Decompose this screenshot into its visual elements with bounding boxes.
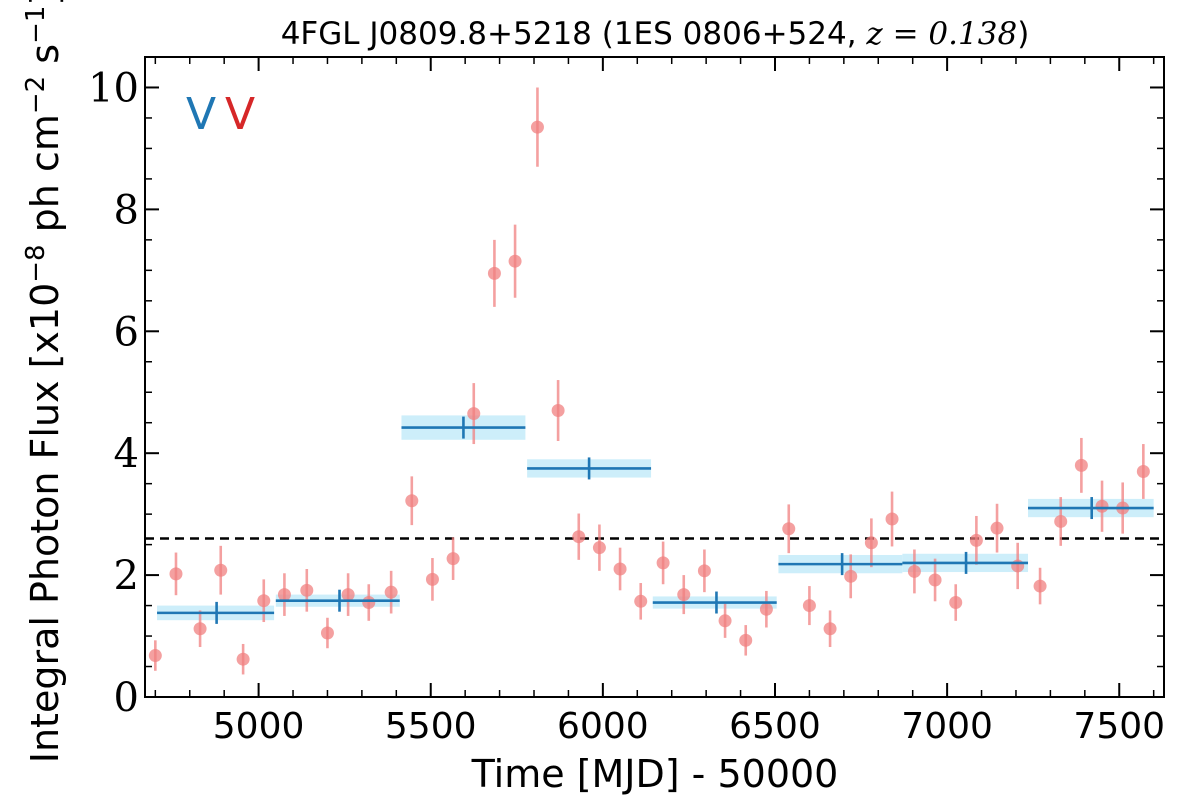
flux-point — [969, 533, 983, 547]
chart-title: 4FGL J0809.8+5218 (1ES 0806+524, z = 0.1… — [281, 16, 1030, 52]
flux-point — [677, 588, 691, 602]
y-axis-label-exp3: −1 — [21, 6, 51, 44]
y-axis-label-mid: ph cm — [23, 114, 67, 244]
flux-point — [257, 594, 271, 608]
x-axis-label: Time [MJD] - 50000 — [471, 752, 839, 796]
x-tick-label: 6000 — [557, 706, 649, 747]
y-axis-label-close: ] — [23, 0, 67, 6]
flux-point — [193, 622, 207, 636]
flux-point — [148, 649, 162, 663]
flux-point — [446, 552, 460, 566]
flux-point — [405, 494, 419, 508]
flux-point — [844, 569, 858, 583]
y-tick-label: 6 — [114, 309, 139, 355]
marker-v-blue: V — [186, 89, 216, 140]
flux-point — [320, 626, 334, 640]
flux-point — [236, 652, 250, 666]
flux-point — [300, 583, 314, 597]
flux-point — [823, 622, 837, 636]
flux-point — [1033, 579, 1047, 593]
flux-point — [277, 588, 291, 602]
flux-point — [551, 404, 565, 418]
chart-title-math: z = 0.138 — [865, 16, 1017, 52]
flux-point — [634, 594, 648, 608]
flux-point — [802, 599, 816, 613]
flux-point — [384, 585, 398, 599]
plot-area — [145, 87, 1164, 675]
flux-point — [718, 614, 732, 628]
plot-frame — [144, 56, 1165, 698]
flux-point — [1095, 499, 1109, 513]
flux-point — [169, 567, 183, 581]
flux-point — [1054, 514, 1068, 528]
flux-point — [928, 573, 942, 587]
flux-point — [864, 536, 878, 550]
chart-title-text: 4FGL J0809.8+5218 (1ES 0806+524, — [281, 16, 867, 52]
y-tick-label: 10 — [88, 65, 139, 111]
x-tick-label: 5500 — [385, 706, 477, 747]
y-tick-label: 4 — [114, 431, 139, 477]
flux-point — [613, 562, 627, 576]
y-axis-label-base: Integral Photon Flux [x10 — [23, 283, 67, 764]
y-tick-label: 8 — [114, 187, 139, 233]
flux-point — [508, 254, 522, 268]
flux-point — [739, 633, 753, 647]
x-tick-label: 5000 — [213, 706, 305, 747]
y-axis-label: Integral Photon Flux [x10−8 ph cm−2 s−1] — [21, 0, 67, 763]
flux-point — [782, 522, 796, 536]
flux-point — [341, 588, 355, 602]
flux-point — [467, 407, 481, 421]
y-axis-label-exp1: −8 — [21, 244, 51, 282]
y-tick-label: 0 — [114, 675, 139, 721]
flux-point — [907, 564, 921, 578]
flux-point — [214, 563, 228, 577]
flux-point — [362, 596, 376, 610]
flux-point — [592, 541, 606, 555]
flux-point — [530, 120, 544, 134]
y-axis-label-end: s — [23, 44, 67, 76]
flux-point — [949, 596, 963, 610]
marker-v-red: V — [225, 89, 255, 140]
y-axis-label-exp2: −2 — [21, 76, 51, 114]
flux-point — [759, 602, 773, 616]
flux-point — [697, 564, 711, 578]
flux-point — [990, 521, 1004, 535]
flux-point — [656, 556, 670, 570]
flux-point — [572, 530, 586, 544]
flux-point — [885, 512, 899, 526]
y-tick-label: 2 — [114, 553, 139, 599]
flux-point — [1074, 458, 1088, 472]
flux-point — [425, 572, 439, 586]
flux-point — [1136, 464, 1150, 478]
axis-ticks: 5000 5500 6000 6500 7000 7500 0 2 4 6 8 10 — [88, 56, 1165, 747]
flux-point — [487, 266, 501, 280]
x-tick-label: 7500 — [1073, 706, 1165, 747]
x-tick-label: 6500 — [729, 706, 821, 747]
x-tick-label: 7000 — [901, 706, 993, 747]
flux-point — [1011, 559, 1025, 573]
chart-title-close: ) — [1017, 16, 1029, 52]
